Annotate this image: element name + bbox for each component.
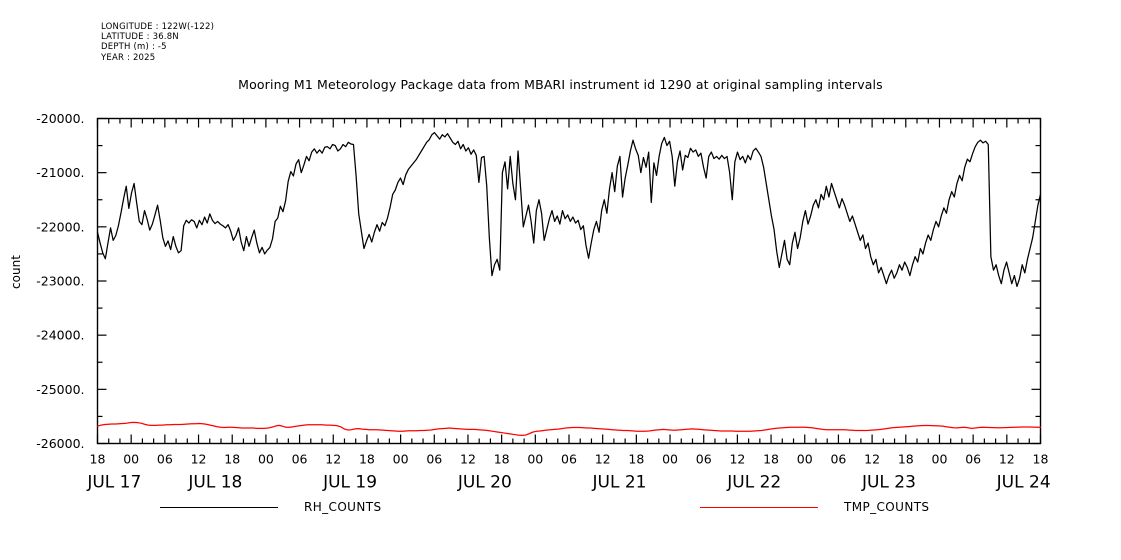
series-line-tmp-counts (96, 421, 1042, 437)
chart-legend: RH_COUNTS TMP_COUNTS (0, 497, 1121, 521)
x-axis-hour-label: 06 (292, 452, 308, 467)
legend-item-tmp-counts: TMP_COUNTS (700, 497, 929, 517)
x-axis-hour-label: 12 (325, 452, 341, 467)
series-line-rh-counts (96, 131, 1042, 288)
chart-title: Mooring M1 Meteorology Package data from… (238, 77, 883, 92)
x-axis-day-label: JUL 18 (187, 473, 242, 493)
x-axis-day-label: JUL 24 (996, 473, 1051, 493)
x-axis-hour-label: 00 (527, 452, 543, 467)
x-axis-hour-label: 00 (932, 452, 948, 467)
station-metadata: LONGITUDE : 122W(-122) LATITUDE : 36.8N … (101, 22, 214, 63)
x-axis-hour-label: 00 (662, 452, 678, 467)
x-axis-hour-label: 18 (494, 452, 510, 467)
y-axis-tick-label: -23000. (36, 274, 84, 289)
x-axis-day-label: JUL 19 (322, 473, 377, 493)
x-axis-day-label: JUL 21 (592, 473, 647, 493)
x-axis-hour-label: 18 (1033, 452, 1049, 467)
legend-swatch-rh-counts (160, 506, 278, 508)
x-axis-hour-label: 18 (628, 452, 644, 467)
y-axis-tick-label: -21000. (36, 165, 84, 180)
x-axis-hour-label: 12 (864, 452, 880, 467)
x-axis-hour-label: 00 (123, 452, 139, 467)
x-axis-hour-label: 18 (224, 452, 240, 467)
x-axis-day-label: JUL 22 (726, 473, 781, 493)
x-axis-hour-label: 18 (90, 452, 106, 467)
x-axis-hour-label: 06 (830, 452, 846, 467)
x-axis-hour-label: 06 (696, 452, 712, 467)
x-axis-hour-label: 12 (595, 452, 611, 467)
x-axis-hour-label: 00 (258, 452, 274, 467)
x-axis-hour-label: 06 (157, 452, 173, 467)
y-axis-tick-label: -22000. (36, 219, 84, 234)
legend-swatch-tmp-counts (700, 506, 818, 508)
x-axis-hour-label: 18 (763, 452, 779, 467)
metadata-year: YEAR : 2025 (101, 52, 156, 63)
x-axis-hour-label: 06 (426, 452, 442, 467)
x-axis-hour-label: 12 (460, 452, 476, 467)
legend-label-rh-counts: RH_COUNTS (304, 500, 382, 514)
x-axis-hour-label: 06 (561, 452, 577, 467)
y-axis-tick-label: -26000. (36, 436, 84, 451)
x-axis-day-label: JUL 20 (457, 473, 512, 493)
legend-label-tmp-counts: TMP_COUNTS (844, 500, 930, 514)
metadata-latitude: LATITUDE : 36.8N (101, 32, 179, 43)
x-axis-day-label: JUL 17 (86, 473, 141, 493)
y-axis-tick-label: -24000. (36, 328, 84, 343)
x-axis-hour-label: 12 (999, 452, 1015, 467)
x-axis-hour-label: 18 (898, 452, 914, 467)
y-axis-tick-label: -20000. (36, 111, 84, 126)
x-axis-day-label: JUL 23 (861, 473, 916, 493)
x-axis-hour-label: 12 (191, 452, 207, 467)
x-axis-hour-label: 00 (797, 452, 813, 467)
metadata-depth: DEPTH (m) : -5 (101, 42, 167, 53)
x-axis-hour-label: 12 (729, 452, 745, 467)
x-axis-hour-label: 06 (965, 452, 981, 467)
y-axis-tick-label: -25000. (36, 382, 84, 397)
metadata-longitude: LONGITUDE : 122W(-122) (101, 22, 215, 32)
plot-frame (96, 117, 1042, 445)
legend-item-rh-counts: RH_COUNTS (160, 497, 382, 517)
x-axis-hour-label: 00 (393, 452, 409, 467)
x-axis-hour-label: 18 (359, 452, 375, 467)
